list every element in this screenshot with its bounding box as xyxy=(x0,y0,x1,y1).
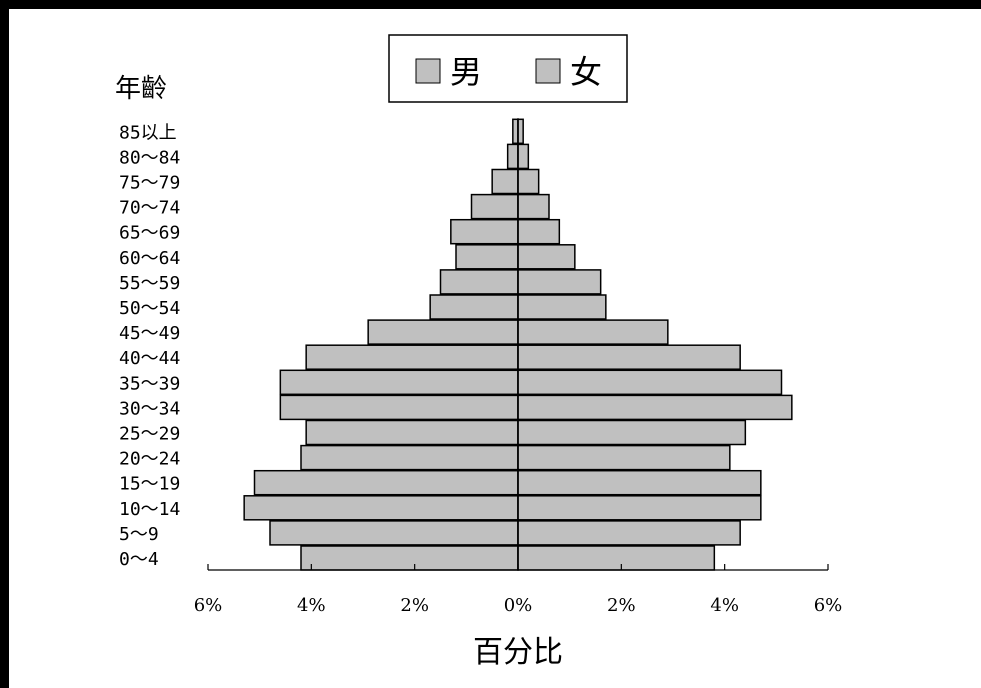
bar-female-14 xyxy=(517,193,550,220)
bar-female-15 xyxy=(517,168,540,195)
bar-male-10 xyxy=(429,294,519,320)
bar-female-1 xyxy=(517,520,741,546)
y-tick-label-9: 45～49 xyxy=(119,323,180,344)
x-tick-label-0: 6% xyxy=(194,595,223,616)
bar-male-16 xyxy=(506,143,519,170)
bar-male-17 xyxy=(512,118,519,145)
legend-swatch-male xyxy=(415,58,441,84)
y-tick-label-1: 5～9 xyxy=(119,524,159,545)
y-tick-label-5: 25～29 xyxy=(119,424,180,445)
bar-female-11 xyxy=(517,269,602,295)
bar-female-5 xyxy=(517,419,747,446)
y-tick-label-13: 65～69 xyxy=(119,223,180,244)
bar-female-0 xyxy=(517,545,716,571)
legend-swatch-female xyxy=(535,58,561,84)
y-tick-label-8: 40～44 xyxy=(119,348,180,369)
bar-male-11 xyxy=(439,269,519,295)
y-tick-label-3: 15～19 xyxy=(119,474,180,495)
y-tick-label-2: 10～14 xyxy=(119,499,180,520)
bar-male-9 xyxy=(367,319,519,345)
x-ticks: 6% 4% 2% 0% 2% 4% 6% xyxy=(194,564,843,616)
bar-female-16 xyxy=(517,143,530,170)
bar-male-6 xyxy=(279,394,519,421)
bar-female-7 xyxy=(517,369,783,396)
y-tick-label-17: 85以上 xyxy=(119,122,177,143)
y-tick-label-16: 80～84 xyxy=(119,147,180,168)
bar-male-0 xyxy=(300,545,519,571)
bar-male-2 xyxy=(243,495,519,521)
y-tick-label-12: 60～64 xyxy=(119,248,180,269)
bars-female xyxy=(517,118,793,571)
bars-male xyxy=(243,118,519,571)
y-tick-label-4: 20～24 xyxy=(119,449,180,470)
bar-male-8 xyxy=(305,344,519,370)
x-tick-label-1: 4% xyxy=(297,595,326,616)
bar-female-9 xyxy=(517,319,669,345)
bar-female-3 xyxy=(517,469,762,496)
y-tick-label-10: 50～54 xyxy=(119,298,180,319)
bar-female-12 xyxy=(517,244,576,270)
y-tick-label-15: 75～79 xyxy=(119,173,180,194)
y-axis-title: 年齡 xyxy=(115,74,167,104)
y-tick-label-0: 0～4 xyxy=(119,549,159,570)
y-tick-label-14: 70～74 xyxy=(119,198,180,219)
y-tick-label-7: 35～39 xyxy=(119,373,180,394)
bar-female-4 xyxy=(517,444,731,471)
bar-female-2 xyxy=(517,495,762,521)
bar-male-1 xyxy=(269,520,519,546)
y-tick-labels: 0～4 5～9 10～14 15～19 20～24 25～29 30～34 35～39 40～4… xyxy=(119,122,180,570)
bar-female-13 xyxy=(517,218,561,245)
bar-male-13 xyxy=(450,218,519,245)
y-tick-label-6: 30～34 xyxy=(119,398,180,419)
legend-label-male: 男 xyxy=(450,53,482,91)
bar-male-5 xyxy=(305,419,519,446)
bar-female-17 xyxy=(517,118,524,145)
bar-female-10 xyxy=(517,294,607,320)
x-tick-label-4: 2% xyxy=(607,595,636,616)
bar-male-3 xyxy=(253,469,519,496)
bar-male-14 xyxy=(470,193,519,220)
x-tick-label-6: 6% xyxy=(814,595,843,616)
bar-male-7 xyxy=(279,369,519,396)
population-pyramid-chart: 男 女 年齡 0～4 5～9 10～14 15～19 20～24 25～29 30～34 35… xyxy=(115,34,843,670)
x-tick-label-3: 0% xyxy=(504,595,533,616)
bar-male-12 xyxy=(455,244,519,270)
x-tick-label-2: 2% xyxy=(400,595,429,616)
x-axis-title: 百分比 xyxy=(473,635,563,670)
bar-male-4 xyxy=(300,444,519,471)
y-tick-label-11: 55～59 xyxy=(119,273,180,294)
bar-male-15 xyxy=(491,168,519,195)
bar-female-8 xyxy=(517,344,741,370)
legend-label-female: 女 xyxy=(570,53,602,91)
bar-female-6 xyxy=(517,394,793,421)
legend: 男 女 xyxy=(388,34,628,103)
x-tick-label-5: 4% xyxy=(710,595,739,616)
